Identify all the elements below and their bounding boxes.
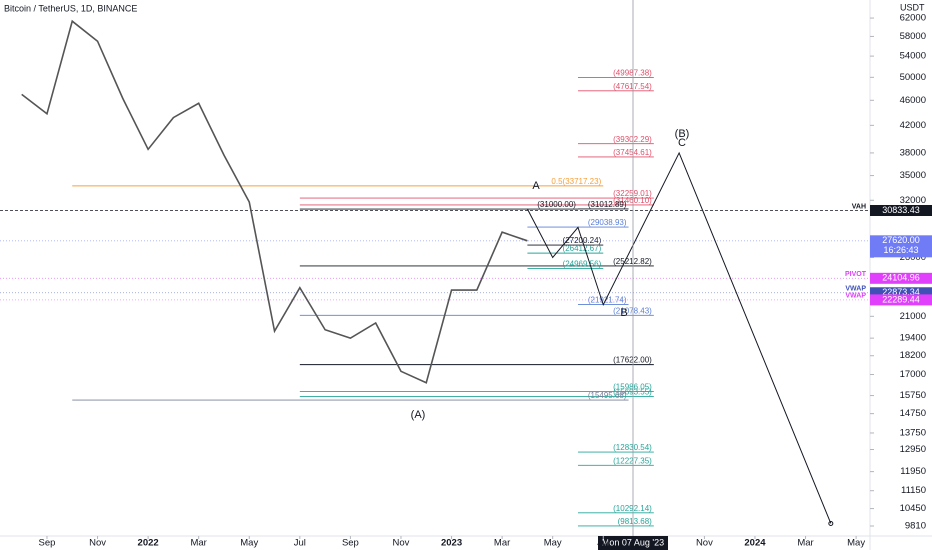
x-tick-label: Jul — [294, 538, 306, 549]
y-tick-label: 15750 — [900, 390, 926, 401]
price-tag — [870, 272, 932, 284]
level-label: (21921.74) — [588, 296, 627, 305]
y-tick-label: 35000 — [900, 170, 926, 181]
price-tag — [870, 294, 932, 306]
crosshair-box — [598, 536, 668, 550]
x-tick-label: Jul — [597, 538, 609, 549]
y-tick-label: 14750 — [900, 408, 926, 419]
series-end — [828, 520, 834, 526]
level-label: (15495.68) — [588, 391, 627, 400]
wave-label: (A) — [411, 409, 426, 421]
price-tag-name: VWAP — [845, 286, 866, 293]
y-tick-label: 11950 — [900, 466, 926, 477]
x-tick-label: 2022 — [138, 538, 159, 549]
price-tag-label: 22873.34 — [882, 287, 920, 297]
y-tick-label: 21000 — [900, 311, 926, 322]
y-tick-label: 18200 — [900, 350, 926, 361]
x-tick-label: 2023 — [441, 538, 462, 549]
y-tick-label: 26000 — [900, 252, 926, 263]
x-tick-label: Sep — [39, 538, 56, 549]
y-tick-label: 50000 — [900, 72, 926, 83]
price-tag-name: PIVOT — [845, 271, 867, 278]
y-tick-label: 10450 — [900, 503, 926, 514]
wave-label: B — [620, 307, 627, 319]
y-tick-label: 9810 — [905, 521, 926, 532]
price-tag — [870, 287, 932, 299]
wave-label: (B) — [675, 128, 690, 140]
y-tick-label: 62000 — [900, 13, 926, 24]
currency: USDT — [900, 2, 925, 12]
level-label: (31000.00) — [537, 200, 576, 209]
level-label: 0.5(33717.23) — [551, 177, 601, 186]
y-tick-label: 42000 — [900, 120, 926, 131]
price-tag-label: 27620.00 — [882, 235, 920, 245]
y-tick-label: 58000 — [900, 31, 926, 42]
x-tick-label: Nov — [393, 538, 410, 549]
x-tick-label: Nov — [89, 538, 106, 549]
price-tag-name: VWAP — [845, 293, 866, 300]
series-line — [21, 19, 528, 384]
price-tag — [870, 235, 932, 258]
price-tag-label: 22289.44 — [882, 294, 920, 304]
y-tick-label: 17000 — [900, 369, 926, 380]
x-tick-label: Sep — [342, 538, 359, 549]
x-tick-label: Mar — [494, 538, 510, 549]
crosshair-label: Mon 07 Aug '23 — [602, 537, 664, 547]
y-tick-label: 32000 — [900, 195, 926, 206]
x-tick-label: May — [240, 538, 258, 549]
wave-label: A — [532, 180, 540, 192]
level-label: (31012.89) — [588, 200, 627, 209]
level-label: (24969.56) — [563, 260, 602, 269]
x-tick-label: Mar — [797, 538, 813, 549]
price-tag-label: 24104.96 — [882, 273, 920, 283]
y-tick-label: 19400 — [900, 333, 926, 344]
x-tick-label: Nov — [696, 538, 713, 549]
wave-label: C — [678, 137, 686, 149]
level-label: (29038.93) — [588, 218, 627, 227]
level-label: (9813.68) — [618, 517, 653, 526]
y-tick-label: 54000 — [900, 51, 926, 62]
level-label: (26412.67) — [563, 244, 602, 253]
y-tick-label: 13750 — [900, 427, 926, 438]
x-tick-label: Mar — [190, 538, 206, 549]
x-tick-label: May — [847, 538, 865, 549]
y-tick-label: 46000 — [900, 95, 926, 106]
series-line — [526, 151, 832, 524]
price-tag-label: 30833.43 — [882, 205, 920, 215]
price-tag-time: 16:26:43 — [883, 245, 918, 255]
price-tag-name: VAH — [852, 203, 866, 210]
x-tick-label: 2024 — [744, 538, 766, 549]
symbol-title: Bitcoin / TetherUS, 1D, BINANCE — [4, 3, 137, 13]
y-tick-label: 12950 — [900, 444, 926, 455]
y-tick-label: 11150 — [901, 485, 926, 496]
y-tick-label: 38000 — [900, 147, 926, 158]
x-tick-label: May — [544, 538, 562, 549]
price-tag — [870, 204, 932, 216]
